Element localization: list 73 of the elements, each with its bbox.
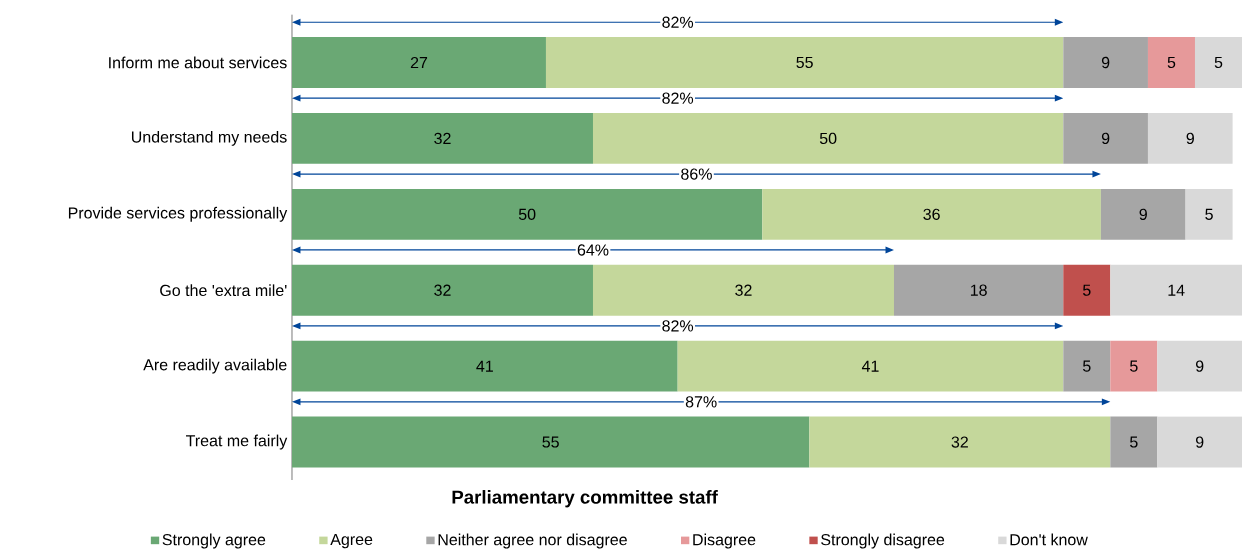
annotation: 87% [685,395,717,408]
bar [1063,112,1148,164]
data-label: 5 [1214,56,1223,68]
data-label: 36 [923,208,940,220]
data-label: 50 [518,208,536,220]
bar [592,264,894,316]
data-label: 5 [1083,284,1091,296]
data-label: 55 [542,436,559,448]
annotation: 82% [662,320,694,332]
bar [592,112,1064,164]
y-tick-label: Understand my needs [131,130,287,146]
bar [762,188,1101,240]
bar [1063,36,1148,88]
data-label: 32 [434,132,451,144]
data-label: 5 [1130,436,1138,448]
bar [1157,416,1242,468]
data-label: 9 [1101,56,1110,68]
data-label: 5 [1205,208,1213,220]
y-tick-label: Provide services professionally [68,206,288,222]
data-label: 5 [1083,360,1091,372]
bar [1110,264,1242,316]
bar [1157,340,1242,392]
y-tick-label: Go the 'extra mile' [160,284,287,296]
data-label: 27 [410,56,428,68]
data-label: 55 [796,56,813,68]
legend-label: Strongly disagree [821,533,945,549]
annotation: 82% [662,16,694,28]
bar [1063,340,1111,392]
data-label: 9 [1195,436,1204,448]
data-label: 50 [819,132,837,144]
data-label: 41 [861,360,879,372]
legend-label: Disagree [693,533,756,549]
data-label: 9 [1186,132,1194,144]
data-label: 5 [1130,360,1138,372]
bar [1147,112,1233,164]
legend-label: Strongly agree [162,533,266,549]
bar [1110,340,1158,392]
bar [292,112,593,164]
bar [1147,36,1195,88]
bar [1194,36,1242,88]
annotation: 64% [577,244,609,256]
data-label: 14 [1168,284,1185,296]
text: Parliamentary committee staff [452,489,718,508]
y-tick-label: Treat me fairly [186,434,288,450]
data-label: 32 [735,284,752,296]
data-label: 32 [434,284,451,296]
legend-label: Neither agree nor disagree [438,533,627,549]
bar [292,36,546,88]
bar [292,416,810,468]
y-tick-label: Inform me about services [109,56,287,69]
bar [545,36,1064,88]
annotation: 86% [681,168,712,180]
legend-label: Don't know [1010,533,1088,546]
bar [292,188,763,240]
bar [1100,188,1186,240]
data-label: 41 [476,360,493,372]
y-tick-label: Are readily available [143,358,287,374]
annotation: 82% [662,92,694,104]
bar [809,416,1111,468]
data-label: 9 [1139,208,1147,220]
bar [292,340,678,392]
bar [1185,188,1233,240]
data-label: 5 [1167,56,1176,68]
bar [1063,264,1111,316]
data-label: 32 [951,436,968,448]
legend-label: Agree [330,533,373,549]
data-label: 9 [1101,132,1110,144]
bar [292,264,593,316]
bar [893,264,1064,316]
bar [677,340,1064,392]
data-label: 9 [1195,360,1204,372]
data-label: 18 [970,284,987,296]
bar [1110,416,1158,468]
